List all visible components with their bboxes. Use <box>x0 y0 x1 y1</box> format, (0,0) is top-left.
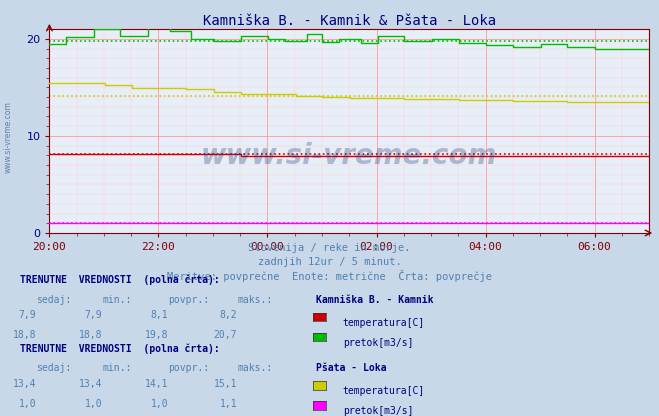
Text: 1,0: 1,0 <box>18 399 36 409</box>
Text: povpr.:: povpr.: <box>168 363 209 373</box>
Text: temperatura[C]: temperatura[C] <box>343 318 425 328</box>
Text: 7,9: 7,9 <box>18 310 36 320</box>
Text: 1,1: 1,1 <box>219 399 237 409</box>
Text: min.:: min.: <box>102 295 132 305</box>
Text: pretok[m3/s]: pretok[m3/s] <box>343 338 413 348</box>
Text: 18,8: 18,8 <box>13 330 36 340</box>
Text: TRENUTNE  VREDNOSTI  (polna črta):: TRENUTNE VREDNOSTI (polna črta): <box>20 275 219 285</box>
Text: www.si-vreme.com: www.si-vreme.com <box>3 102 13 173</box>
Text: povpr.:: povpr.: <box>168 295 209 305</box>
Text: min.:: min.: <box>102 363 132 373</box>
Text: 8,1: 8,1 <box>150 310 168 320</box>
Text: 13,4: 13,4 <box>13 379 36 389</box>
Text: 15,1: 15,1 <box>214 379 237 389</box>
Text: Meritve: povprečne  Enote: metrične  Črta: povprečje: Meritve: povprečne Enote: metrične Črta:… <box>167 270 492 282</box>
Title: Kamniška B. - Kamnik & Pšata - Loka: Kamniška B. - Kamnik & Pšata - Loka <box>203 14 496 28</box>
Text: TRENUTNE  VREDNOSTI  (polna črta):: TRENUTNE VREDNOSTI (polna črta): <box>20 343 219 354</box>
Text: Pšata - Loka: Pšata - Loka <box>316 363 387 373</box>
Text: 1,0: 1,0 <box>150 399 168 409</box>
Text: temperatura[C]: temperatura[C] <box>343 386 425 396</box>
Text: Kamniška B. - Kamnik: Kamniška B. - Kamnik <box>316 295 434 305</box>
Text: 7,9: 7,9 <box>84 310 102 320</box>
Text: maks.:: maks.: <box>237 363 272 373</box>
Text: Slovenija / reke in morje.: Slovenija / reke in morje. <box>248 243 411 253</box>
Text: 14,1: 14,1 <box>144 379 168 389</box>
Text: 8,2: 8,2 <box>219 310 237 320</box>
Text: sedaj:: sedaj: <box>36 295 71 305</box>
Text: 13,4: 13,4 <box>78 379 102 389</box>
Text: 1,0: 1,0 <box>84 399 102 409</box>
Text: sedaj:: sedaj: <box>36 363 71 373</box>
Text: zadnjih 12ur / 5 minut.: zadnjih 12ur / 5 minut. <box>258 257 401 267</box>
Text: 19,8: 19,8 <box>144 330 168 340</box>
Text: maks.:: maks.: <box>237 295 272 305</box>
Text: 20,7: 20,7 <box>214 330 237 340</box>
Text: pretok[m3/s]: pretok[m3/s] <box>343 406 413 416</box>
Text: www.si-vreme.com: www.si-vreme.com <box>201 141 498 169</box>
Text: 18,8: 18,8 <box>78 330 102 340</box>
